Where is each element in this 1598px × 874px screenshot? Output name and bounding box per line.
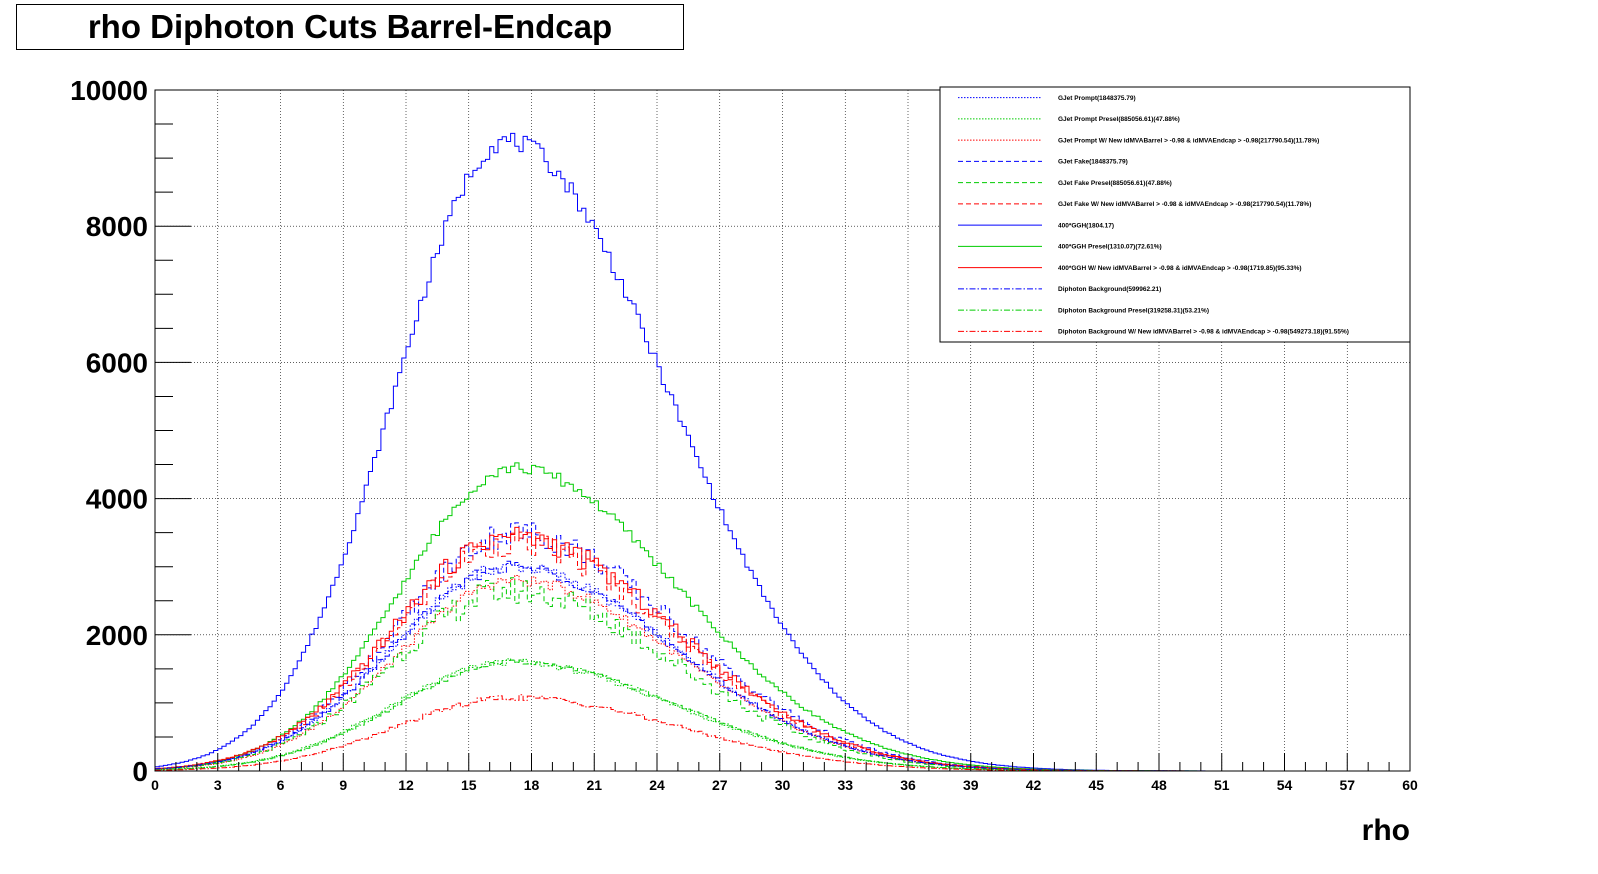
- x-tick-label: 24: [649, 777, 665, 793]
- x-tick-label: 0: [151, 777, 159, 793]
- legend-entry: 400*GGH W/ New idMVABarrel > -0.98 & idM…: [1058, 265, 1302, 272]
- x-tick-label: 15: [461, 777, 477, 793]
- x-tick-label: 54: [1277, 777, 1293, 793]
- x-axis-label: rho: [1362, 814, 1410, 847]
- legend-entry: GJet Prompt Presel(885056.61)(47.88%): [1058, 116, 1180, 123]
- x-tick-label: 12: [398, 777, 414, 793]
- legend-entry: GJet Fake Presel(885056.61)(47.88%): [1058, 180, 1172, 187]
- y-tick-label: 2000: [86, 620, 148, 651]
- y-tick-label: 8000: [86, 211, 148, 242]
- x-tick-label: 21: [586, 777, 602, 793]
- legend: GJet Prompt(1848375.79) GJet Prompt Prese…: [939, 86, 1411, 343]
- legend-entry: Diphoton Background W/ New idMVABarrel >…: [1058, 329, 1349, 336]
- y-tick-label: 10000: [70, 75, 148, 106]
- chart-title: rho Diphoton Cuts Barrel-Endcap: [16, 4, 684, 50]
- x-tick-label: 30: [775, 777, 791, 793]
- legend-entry: GJet Prompt W/ New idMVABarrel > -0.98 &…: [1058, 137, 1319, 144]
- x-tick-label: 36: [900, 777, 916, 793]
- x-tick-label: 39: [963, 777, 979, 793]
- y-tick-label: 4000: [86, 484, 148, 515]
- legend-entry: Diphoton Background Presel(319258.31)(53…: [1058, 307, 1209, 314]
- legend-entry: 400*GGH Presel(1310.07)(72.61%): [1058, 244, 1162, 251]
- legend-entry: GJet Fake W/ New idMVABarrel > -0.98 & i…: [1058, 201, 1311, 208]
- x-tick-label: 51: [1214, 777, 1230, 793]
- x-tick-label: 57: [1339, 777, 1355, 793]
- y-tick-label: 0: [132, 756, 148, 787]
- series-line: [155, 658, 1410, 772]
- x-tick-label: 3: [214, 777, 222, 793]
- x-tick-label: 6: [277, 777, 285, 793]
- x-tick-label: 48: [1151, 777, 1167, 793]
- series-line: [155, 575, 1410, 772]
- legend-entry: GJet Prompt(1848375.79): [1058, 95, 1136, 102]
- x-tick-label: 9: [339, 777, 347, 793]
- x-tick-label: 18: [524, 777, 540, 793]
- legend-entry: 400*GGH(1804.17): [1058, 222, 1114, 229]
- axes: 0 3 6 9 12 15 18 21 24 27 30 33 36 39 42 45 48 51 54 57 6002…: [70, 75, 1418, 793]
- legend-box: [939, 86, 1411, 343]
- x-tick-label: 27: [712, 777, 728, 793]
- series-line: [155, 462, 1410, 772]
- x-tick-label: 33: [837, 777, 853, 793]
- x-tick-label: 60: [1402, 777, 1418, 793]
- legend-entry: GJet Fake(1848375.79): [1058, 159, 1128, 166]
- x-tick-label: 45: [1088, 777, 1104, 793]
- legend-entry: Diphoton Background(599962.21): [1058, 286, 1161, 293]
- y-tick-label: 6000: [86, 347, 148, 378]
- x-tick-label: 42: [1026, 777, 1042, 793]
